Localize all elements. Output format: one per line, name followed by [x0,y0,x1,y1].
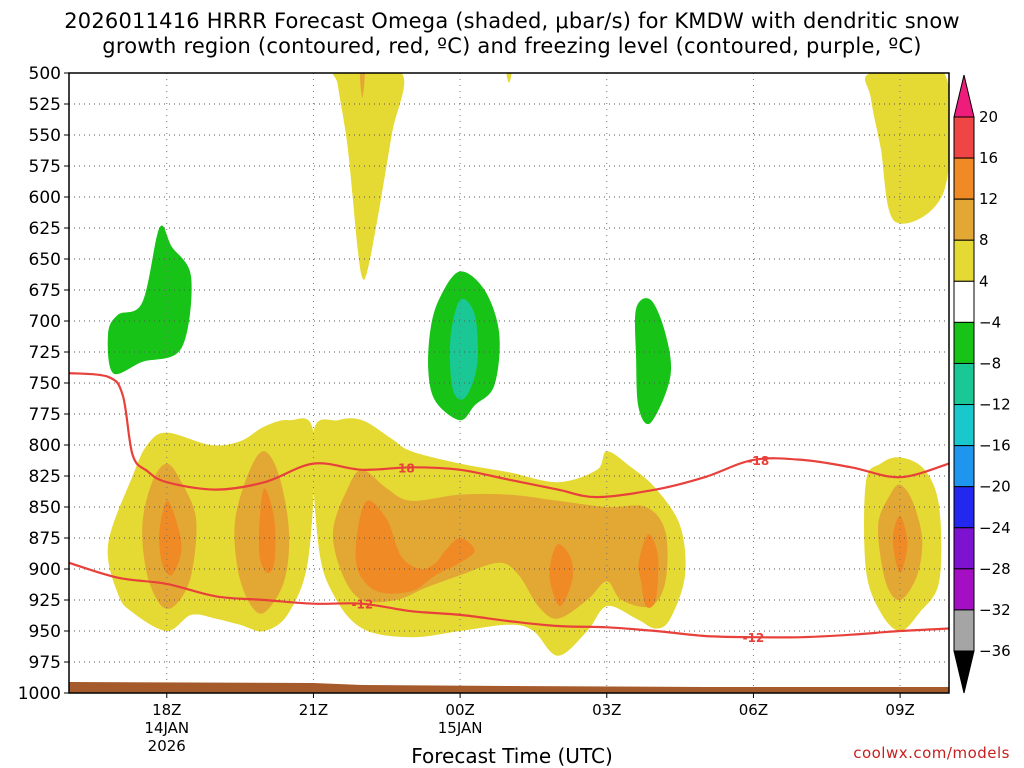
x-tick-label-06Z: 06Z [739,701,768,719]
omega-region-tiny-yellow-tick [506,73,512,83]
colorbar-label-10: −24 [979,519,1011,537]
colorbar-box-10 [953,527,975,570]
contour-layer: 18 -18 -12 -12 [69,372,949,645]
colorbar-box-11 [953,568,975,611]
contour-label-1-1: -12 [743,631,765,645]
colorbar-box-3 [953,239,975,282]
contour-line-1 [69,561,949,639]
terrain-layer [69,682,949,693]
omega-region-teal-center [449,298,478,400]
omega-region-orange-left-a [159,500,182,576]
contour-line-0 [69,372,949,499]
colorbar-label-7: −12 [979,396,1011,414]
colorbar-label-5: −4 [979,313,1001,331]
colorbar-label-9: −20 [979,478,1011,496]
y-tick-label-700: 700 [29,312,61,332]
y-tick-label-1000: 1000 [18,684,61,704]
omega-region-orange-left-b [258,488,276,573]
colorbar-label-4: 4 [979,272,989,290]
colorbar-label-6: −8 [979,354,1001,372]
colorbar-box-9 [953,486,975,529]
colorbar-box-0 [953,116,975,159]
y-tick-label-525: 525 [29,95,61,115]
colorbar-box-8 [953,445,975,488]
y-tick-label-975: 975 [29,653,61,673]
colorbar-label-13: −36 [979,642,1011,660]
grid-layer [69,73,949,693]
contour-label-0-1: -18 [747,454,769,468]
x-tick-date-00Z: 15JAN [438,719,483,737]
colorbar-label-11: −28 [979,560,1011,578]
x-tick-label-18Z: 18Z [152,701,181,719]
chart-title-line-2: growth region (contoured, red, ºC) and f… [102,34,922,58]
y-tick-label-550: 550 [29,126,61,146]
colorbar-label-8: −16 [979,437,1011,455]
omega-region-orange-main [355,500,475,594]
omega-region-upper-orange-spike [359,73,365,98]
y-tick-label-500: 500 [29,64,61,84]
colorbar-box-7 [953,404,975,447]
pressure-axis: 500 525 550 575 600 625 650 675 700 725 750 775 800 8… [18,64,69,704]
omega-region-green-right [634,298,672,425]
y-tick-label-825: 825 [29,467,61,487]
colorbar: 20 16 12 8 4 −4 −8 −12 −16 −20 −24 −28 −32 −36 [953,74,1011,694]
colorbar-box-5 [953,321,975,364]
colorbar-label-1: 16 [979,149,998,167]
credit-link[interactable]: coolwx.com/models [853,744,1010,762]
y-tick-label-800: 800 [29,436,61,456]
x-tick-year-18Z: 2026 [148,737,186,755]
y-tick-label-950: 950 [29,622,61,642]
colorbar-label-0: 20 [979,108,998,126]
y-tick-label-675: 675 [29,281,61,301]
x-tick-label-03Z: 03Z [592,701,621,719]
omega-region-upper-yellow-plume [332,73,405,280]
omega-region-orange-mid [549,544,574,607]
colorbar-box-12 [953,609,975,652]
colorbar-box-6 [953,362,975,406]
omega-shading-layer [107,73,949,656]
omega-region-orange-right-a [638,534,659,608]
y-tick-label-900: 900 [29,560,61,580]
colorbar-box-4 [953,280,975,323]
y-tick-label-650: 650 [29,250,61,270]
colorbar-box-2 [953,198,975,241]
y-tick-label-925: 925 [29,591,61,611]
terrain-band [69,682,949,693]
y-tick-label-775: 775 [29,405,61,425]
x-tick-date-18Z: 14JAN [144,719,189,737]
colorbar-label-3: 8 [979,231,989,249]
y-tick-label-600: 600 [29,188,61,208]
omega-region-orange-right-b [892,515,908,573]
colorbar-box-1 [953,157,975,200]
colorbar-top-arrow [953,74,975,118]
y-tick-label-725: 725 [29,343,61,363]
x-tick-label-21Z: 21Z [299,701,328,719]
chart-title-line-1: 2026011416 HRRR Forecast Omega (shaded, … [64,9,960,33]
x-tick-label-09Z: 09Z [885,701,914,719]
omega-region-upper-right-yellow [864,73,949,224]
x-axis-title: Forecast Time (UTC) [411,744,613,768]
colorbar-bottom-arrow [953,650,975,694]
colorbar-label-2: 12 [979,190,998,208]
contour-label-0-0: 18 [398,461,415,475]
omega-region-green-left [107,225,192,375]
colorbar-label-12: −32 [979,601,1011,619]
y-tick-label-575: 575 [29,157,61,177]
y-tick-label-625: 625 [29,219,61,239]
y-tick-label-875: 875 [29,529,61,549]
contour-label-1-0: -12 [351,598,373,612]
x-tick-label-00Z: 00Z [445,701,474,719]
y-tick-label-750: 750 [29,374,61,394]
y-tick-label-850: 850 [29,498,61,518]
